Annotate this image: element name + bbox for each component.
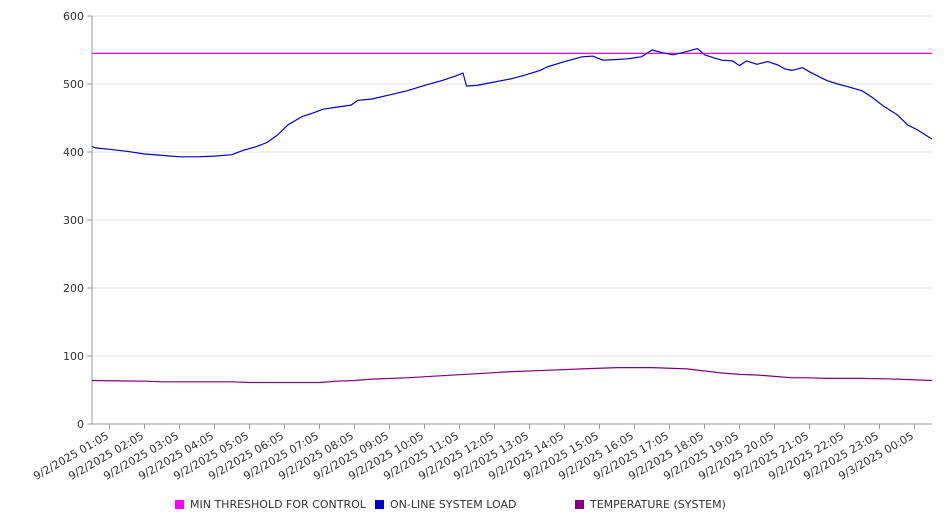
legend-label-temperature: TEMPERATURE (SYSTEM) (590, 498, 726, 511)
legend-label-system-load: ON-LINE SYSTEM LOAD (390, 498, 517, 511)
legend-item-system-load[interactable]: ON-LINE SYSTEM LOAD (375, 498, 516, 511)
y-tick-label: 100 (63, 350, 84, 363)
legend-swatch-temperature (575, 500, 584, 509)
series-lines (91, 48, 933, 384)
y-tick-label: 300 (63, 214, 84, 227)
legend-swatch-system-load (375, 500, 384, 509)
series-line-on-line-system-load (91, 48, 933, 158)
y-tick-label: 400 (63, 146, 84, 159)
legend-item-min-threshold[interactable]: MIN THRESHOLD FOR CONTROL (175, 498, 366, 511)
y-tick-label: 0 (77, 418, 84, 431)
legend-label-min-threshold: MIN THRESHOLD FOR CONTROL (190, 498, 366, 511)
y-tick-label: 200 (63, 282, 84, 295)
legend-item-temperature[interactable]: TEMPERATURE (SYSTEM) (575, 498, 726, 511)
y-axis-ticks: 0 100 200 300 400 500 600 (63, 10, 92, 431)
chart-legend: MIN THRESHOLD FOR CONTROL ON-LINE SYSTEM… (0, 498, 946, 514)
series-line-temperature-system (91, 367, 933, 384)
x-axis-ticks: 9/2/2025 01:059/2/2025 02:059/2/2025 03:… (31, 424, 916, 483)
legend-swatch-min-threshold (175, 500, 184, 509)
grid-lines (92, 15, 932, 357)
y-tick-label: 600 (63, 10, 84, 23)
y-tick-label: 500 (63, 78, 84, 91)
